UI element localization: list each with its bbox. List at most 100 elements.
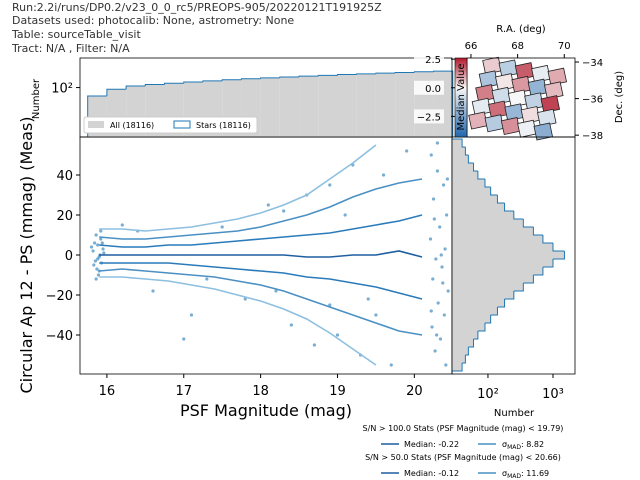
hist-step (496, 195, 505, 204)
point (282, 209, 286, 213)
hist-bar (452, 235, 543, 243)
hist-bar (452, 243, 553, 251)
point (94, 233, 98, 237)
hist-bar (452, 315, 491, 323)
stat-line (99, 250, 423, 258)
point (328, 183, 332, 187)
point (441, 281, 445, 285)
point (432, 217, 436, 221)
hist-step (240, 78, 261, 80)
hist-step (452, 363, 463, 372)
hist-bar (395, 72, 415, 137)
hist-step (433, 70, 454, 137)
hist-step (532, 227, 543, 236)
hist-bar (318, 75, 338, 137)
x-tick-label: 66 (465, 41, 478, 52)
point (102, 251, 106, 255)
y-tick-label: −40 (46, 329, 73, 344)
hist-step (260, 77, 280, 79)
point (99, 229, 103, 233)
y-tick-label: −34 (582, 58, 603, 69)
y-tick-label: −38 (582, 131, 603, 142)
hist-step (375, 72, 396, 74)
hist-bar (452, 227, 534, 235)
hist-step (183, 81, 203, 84)
header-line: Tract: N/A , Filter: N/A (11, 42, 130, 55)
point (430, 325, 434, 329)
hist-step (484, 315, 492, 324)
point (220, 225, 224, 229)
hist-step (356, 73, 376, 75)
point (274, 289, 278, 293)
hist-step (552, 251, 565, 260)
x-tick-label: 16 (99, 384, 116, 399)
sigma-symbol: σ (502, 469, 507, 478)
x-tick-label: 68 (511, 41, 524, 52)
x-axis-label: R.A. (deg) (496, 24, 546, 35)
sigma-symbol: σ (502, 440, 507, 449)
point (93, 241, 97, 245)
hist-step (513, 283, 524, 292)
hist-bar (452, 275, 534, 283)
stat-line (99, 268, 423, 336)
hist-step (202, 80, 223, 83)
hist-step (467, 155, 474, 164)
hist-bar (452, 147, 466, 155)
stat-line (99, 262, 423, 300)
stat-line (99, 144, 377, 232)
colorbar-tick-label: 0.0 (425, 84, 441, 95)
hist-step (317, 74, 338, 77)
hist-step (552, 243, 565, 252)
hist-step (279, 76, 300, 78)
hist-step (477, 323, 486, 332)
point (91, 249, 95, 253)
hist-bar (452, 307, 498, 315)
y-tick-label: −20 (46, 289, 73, 304)
x-axis-label: Number (494, 408, 535, 419)
point (442, 313, 446, 317)
point (429, 153, 433, 157)
hist-bar (452, 219, 524, 227)
hist-step (542, 235, 553, 244)
stats-sigma: σMAD: 11.69 (502, 469, 549, 480)
point (120, 223, 124, 227)
legend-frame (83, 116, 258, 134)
point (445, 213, 449, 217)
colorbar-tick-label: 2.5 (425, 55, 441, 66)
x-tick-label: 10³ (542, 387, 564, 402)
hist-step (465, 347, 469, 356)
legend-label: Stars (18116) (196, 121, 251, 130)
hist-step (468, 339, 475, 348)
hist-step (490, 187, 498, 196)
point (205, 277, 209, 281)
point (100, 241, 104, 245)
point (151, 289, 155, 293)
hist-step (533, 267, 544, 276)
sky-tile (517, 119, 537, 138)
point (374, 313, 378, 317)
y-tick-label: 40 (56, 169, 73, 184)
sky-tile (468, 111, 488, 130)
plot-frame (79, 57, 453, 138)
point (266, 203, 270, 207)
hist-step (164, 82, 184, 85)
hist-bar (452, 139, 463, 147)
header-line: Datasets used: photocalib: None, astrome… (12, 14, 294, 27)
header-line: Table: sourceTable_visit (11, 28, 141, 41)
x-tick-label: 19 (329, 384, 346, 399)
point (89, 245, 94, 249)
point (93, 259, 97, 263)
tick-label-bg (414, 80, 444, 95)
point (445, 177, 449, 181)
point (435, 169, 439, 173)
hist-step (452, 138, 466, 148)
point (389, 363, 393, 367)
hist-bar (452, 195, 498, 203)
hist-bar (452, 355, 466, 363)
x-tick-label: 70 (558, 41, 571, 52)
stat-line (99, 214, 423, 248)
hist-bar (452, 267, 543, 275)
point (335, 333, 340, 337)
